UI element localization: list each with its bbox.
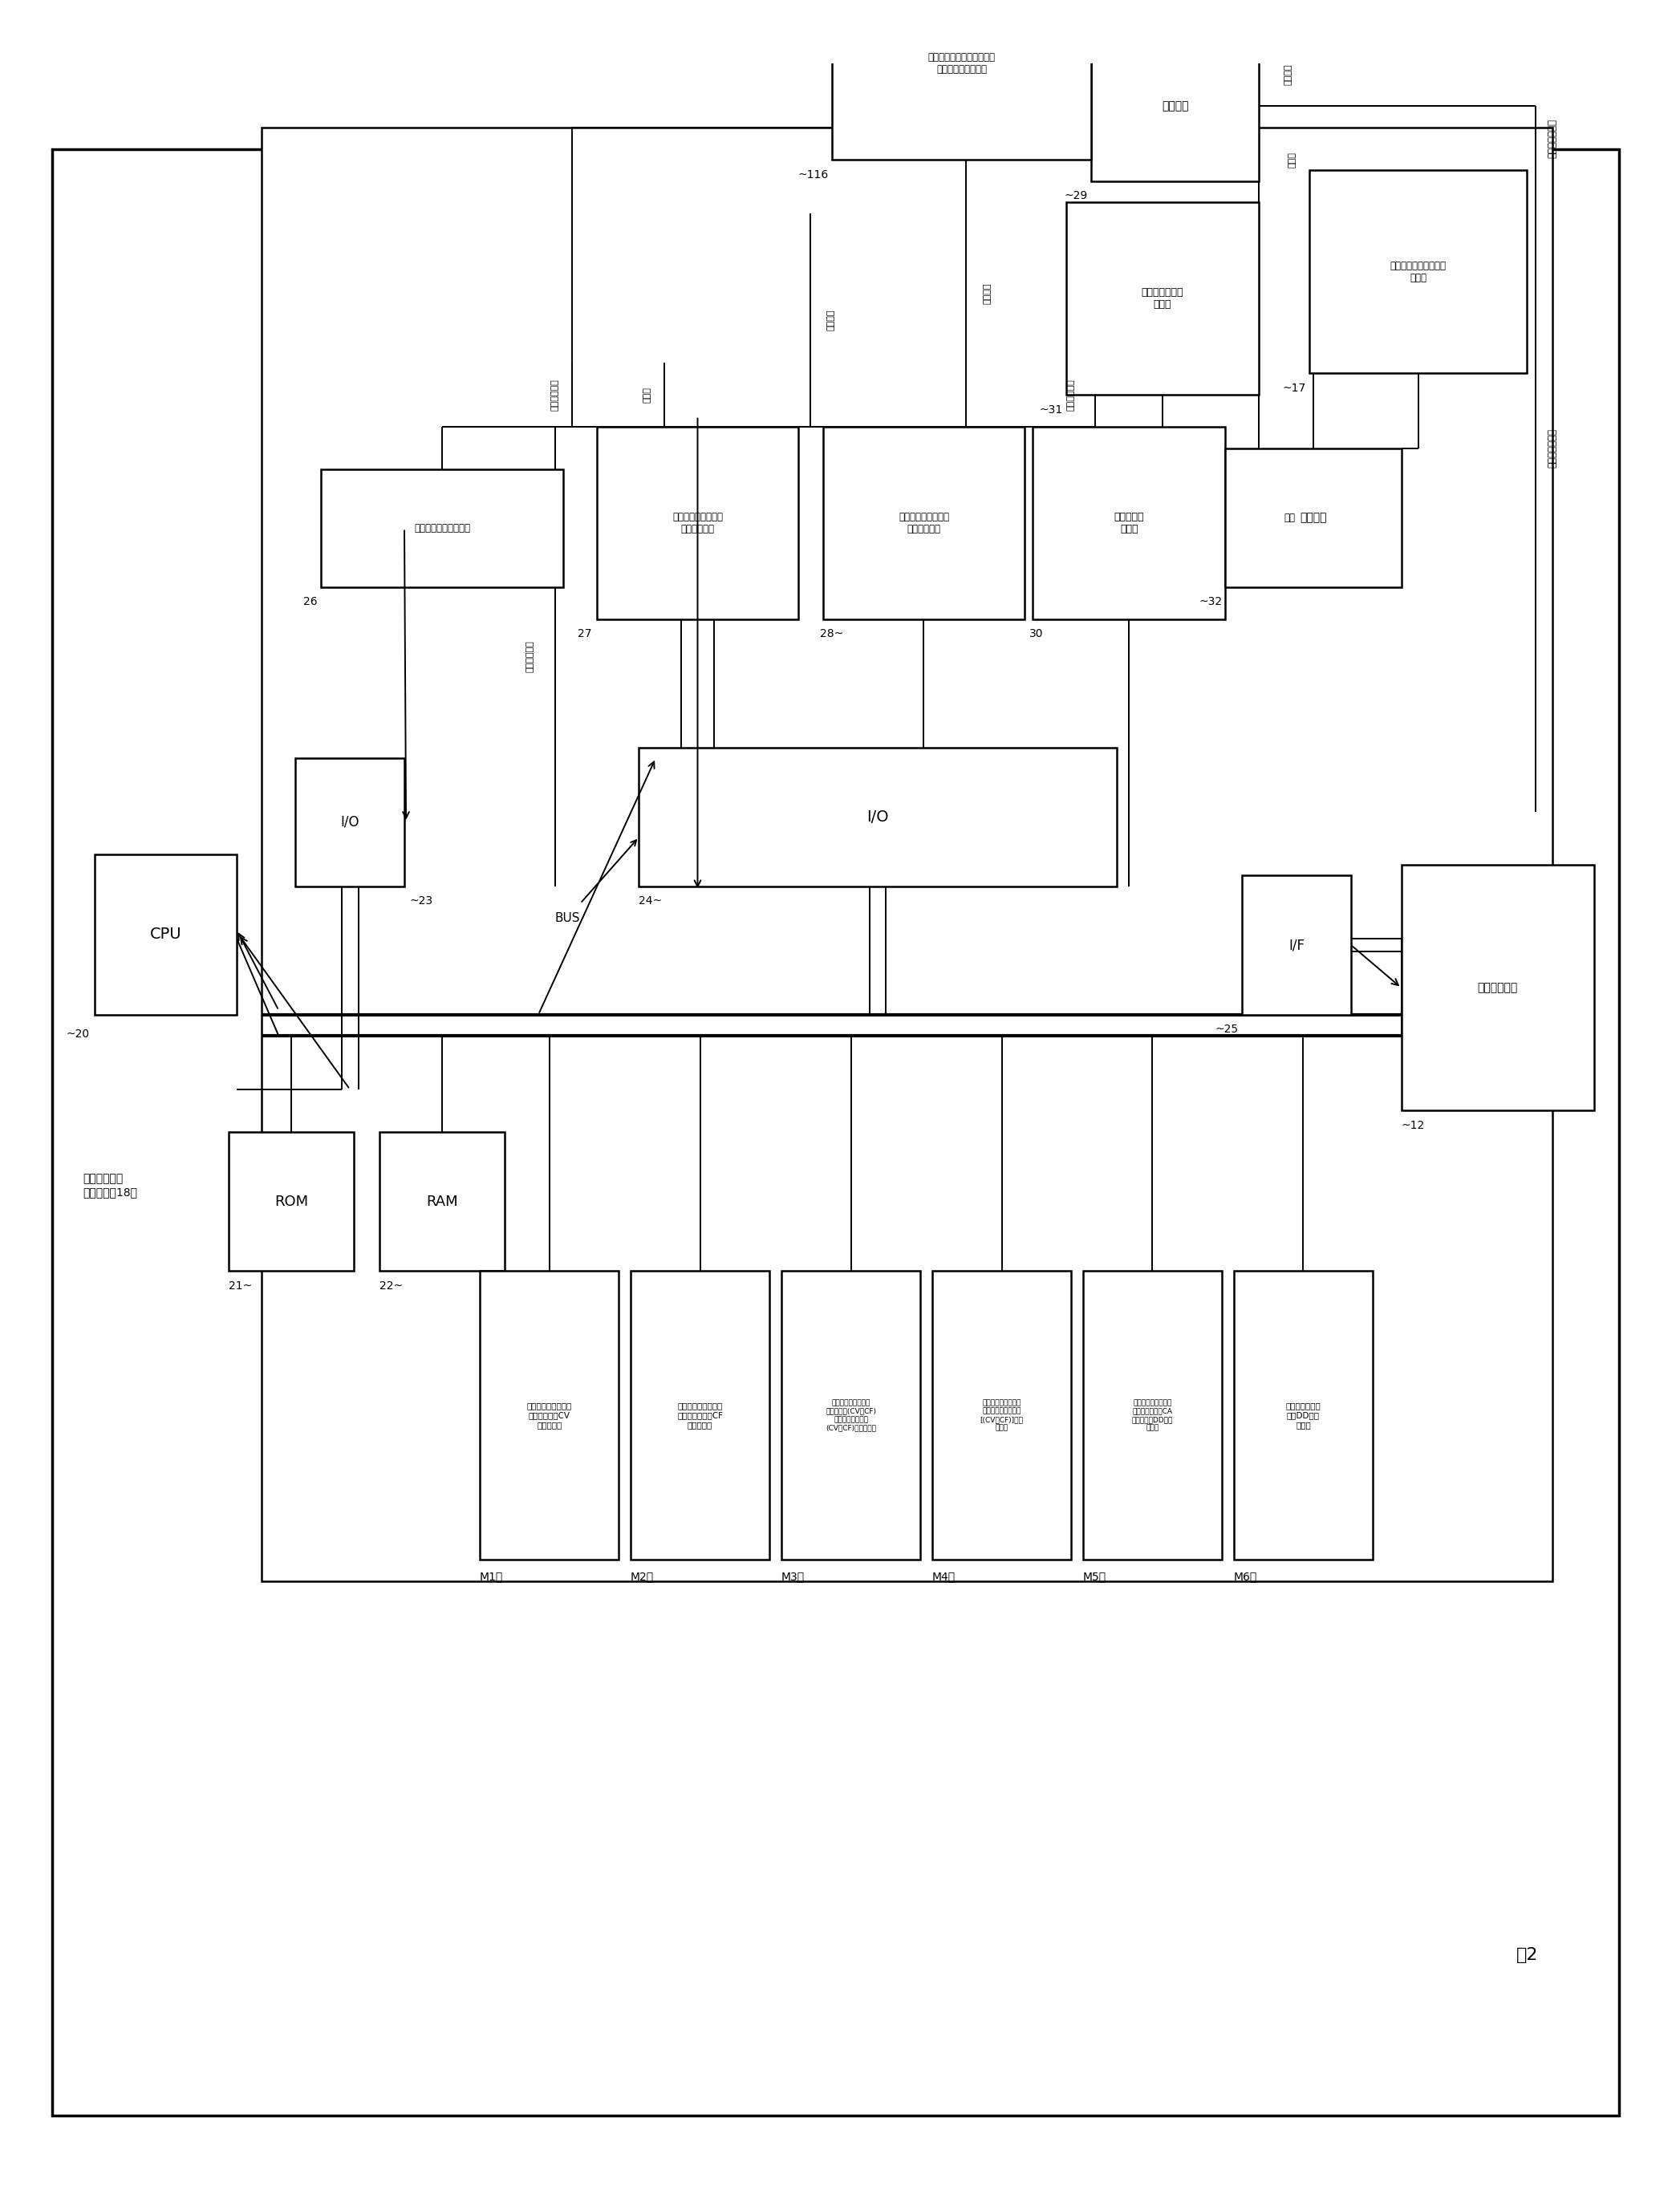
Text: 使能: 使能 [1284,513,1295,522]
Text: 计数器的输出: 计数器的输出 [1067,379,1075,410]
Text: BUS: BUS [554,912,580,925]
Text: 时钟脉冲: 时钟脉冲 [827,308,835,330]
Text: 存储图样相位偏差用
计数器的基准值CF
用的存储器: 存储图样相位偏差用 计数器的基准值CF 用的存储器 [677,1401,722,1428]
Text: M1～: M1～ [480,1571,504,1582]
Bar [94,855,237,1016]
Text: 计数器的输出: 计数器的输出 [526,641,534,672]
Text: I/O: I/O [341,815,360,828]
Text: I/O: I/O [867,809,889,824]
Bar [596,427,798,619]
Text: 28~: 28~ [820,628,843,639]
Text: ~32: ~32 [1198,597,1221,608]
Text: M3～: M3～ [781,1571,805,1582]
Bar [932,1271,1072,1560]
Bar [321,469,563,586]
Bar [1242,875,1351,1016]
Text: 存储图样相位偏差用
计数器的差(CV－CF)
的值与基准值的差
(CV－CF)用的存储器: 存储图样相位偏差用 计数器的差(CV－CF) 的值与基准值的差 (CV－CF)用… [825,1399,877,1432]
Bar [1084,1271,1221,1560]
Text: 30: 30 [1030,628,1043,639]
Text: 触发电路: 触发电路 [1161,101,1188,112]
Bar [1067,203,1258,394]
Text: 27: 27 [578,628,591,639]
Bar [380,1132,506,1271]
Text: 24~: 24~ [638,897,662,908]
Text: 象脉冲: 象脉冲 [643,388,652,403]
Text: 计数器用的
存储器: 计数器用的 存储器 [1114,511,1144,533]
Bar [1233,1271,1373,1560]
Text: M5～: M5～ [1084,1571,1107,1582]
Text: M4～: M4～ [932,1571,956,1582]
Bar [480,1271,618,1560]
Text: 时钟脉冲: 时钟脉冲 [1284,64,1292,84]
Text: RAM: RAM [427,1194,459,1209]
Bar [638,747,1117,886]
Text: I/F: I/F [1289,938,1305,952]
Bar [832,0,1092,159]
Text: CPU: CPU [150,927,181,943]
Bar [781,1271,921,1560]
Text: 象脉冲: 象脉冲 [1289,152,1297,167]
Text: 触发电路的输出: 触发电路的输出 [1547,430,1557,467]
Bar [1033,427,1225,619]
Text: 存储图样相位偏差用
计数器的基准值CA
用的各许值DD用的
存储器: 存储图样相位偏差用 计数器的基准值CA 用的各许值DD用的 存储器 [1132,1399,1173,1432]
Bar [1401,866,1594,1110]
Text: 检测图样相位偏差用的
传感器: 检测图样相位偏差用的 传感器 [1389,260,1446,282]
Bar [630,1271,769,1560]
Text: 图样相位偏差修正开关: 图样相位偏差修正开关 [413,522,470,533]
Bar [1092,31,1258,181]
Text: ~31: ~31 [1040,403,1063,416]
Bar [262,128,1552,1582]
Text: ~116: ~116 [798,170,828,181]
Text: 26: 26 [302,597,318,608]
Text: 关闭门电路用计数器
（减计数器）: 关闭门电路用计数器 （减计数器） [899,511,949,533]
Text: ~12: ~12 [1401,1119,1425,1132]
Text: ~29: ~29 [1065,189,1089,200]
Bar [1309,170,1527,372]
Text: 触发电路的输出: 触发电路的输出 [1547,119,1557,159]
Text: ~20: ~20 [66,1029,89,1040]
Bar [823,427,1025,619]
Text: 22~: 22~ [380,1280,403,1291]
Text: 图样相位偏差
计算装置（18）: 图样相位偏差 计算装置（18） [82,1174,138,1198]
Text: M6～: M6～ [1233,1571,1257,1582]
Text: ~25: ~25 [1215,1024,1238,1035]
Text: 时钟脉冲: 时钟脉冲 [983,282,991,304]
Text: ~17: ~17 [1282,383,1305,394]
Text: 存储图样相位偏差用
计数器的各值CV
用的存储器: 存储图样相位偏差用 计数器的各值CV 用的存储器 [528,1401,571,1428]
Bar [228,1132,354,1271]
Text: 图样相位偏差用
计数器: 图样相位偏差用 计数器 [1141,286,1184,311]
Text: 存储图样相位偏差用
计数器的差的绝对值
[(CV－CF)]用的
存储器: 存储图样相位偏差用 计数器的差的绝对值 [(CV－CF)]用的 存储器 [979,1399,1023,1432]
Text: 图2: 图2 [1515,1947,1537,1963]
Text: 存储图样相位偏
差值DD用的
存储器: 存储图样相位偏 差值DD用的 存储器 [1285,1401,1320,1428]
Text: 与门电路: 与门电路 [1300,511,1327,524]
Text: 第二印刷机（子机）的主动
电动机用发样编码器: 第二印刷机（子机）的主动 电动机用发样编码器 [927,53,995,75]
Bar [296,758,405,886]
Text: 计数器的输出: 计数器的输出 [551,379,559,410]
Text: M2～: M2～ [630,1571,654,1582]
Bar [1225,447,1401,586]
Text: 21~: 21~ [228,1280,252,1291]
Text: 中央控制装置: 中央控制装置 [1477,983,1517,994]
Text: ~23: ~23 [410,897,433,908]
Text: 打开门电路用计数器
（递计数器）: 打开门电路用计数器 （递计数器） [672,511,722,533]
Text: ROM: ROM [274,1194,307,1209]
